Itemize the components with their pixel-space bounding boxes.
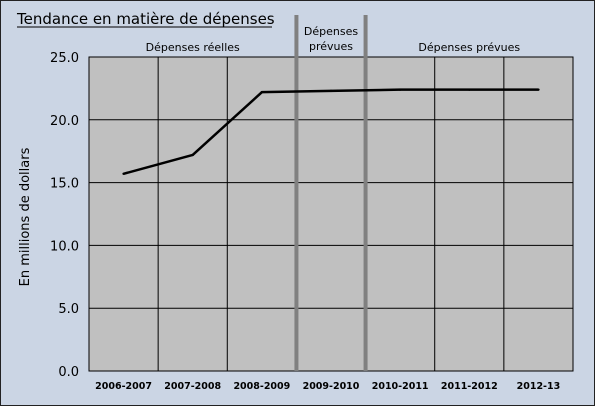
data-point bbox=[329, 89, 333, 93]
series-layer bbox=[122, 88, 540, 176]
section-label: Dépenses prévues bbox=[304, 25, 358, 53]
y-tick-label: 10.0 bbox=[50, 239, 79, 254]
y-tick-label: 20.0 bbox=[50, 114, 79, 129]
y-tick-label: 5.0 bbox=[58, 302, 79, 317]
x-tick-label: 2010-2011 bbox=[372, 381, 429, 392]
y-axis-ticks: 0.0 5.0 10.0 15.0 20.0 25.0 bbox=[50, 51, 79, 380]
data-point bbox=[537, 88, 540, 91]
section-labels: Dépenses réelles Dépenses prévues Dépenses … bbox=[146, 25, 521, 54]
data-point bbox=[398, 88, 402, 91]
section-label: Dépenses réelles bbox=[146, 41, 240, 54]
y-tick-label: 25.0 bbox=[50, 51, 79, 66]
plot-area bbox=[88, 56, 574, 372]
data-point bbox=[260, 90, 264, 94]
x-axis-ticks: 2006-2007 2007-2008 2008-2009 2009-2010 2010… bbox=[95, 381, 560, 392]
section-dividers bbox=[294, 15, 368, 371]
y-axis-label: En millions de dollars bbox=[18, 147, 33, 286]
x-tick-label: 2009-2010 bbox=[303, 381, 360, 392]
chart-title: Tendance en matière de dépenses bbox=[16, 10, 275, 28]
data-point bbox=[468, 88, 471, 91]
section-label: Dépenses prévues bbox=[418, 41, 520, 54]
data-point bbox=[191, 153, 194, 157]
x-tick-label: 2012-13 bbox=[517, 381, 561, 392]
x-tick-label: 2006-2007 bbox=[95, 381, 152, 392]
x-tick-label: 2007-2008 bbox=[164, 381, 221, 392]
x-tick-label: 2008-2009 bbox=[233, 381, 290, 392]
y-tick-label: 15.0 bbox=[50, 177, 79, 192]
data-point bbox=[122, 172, 125, 176]
y-tick-label: 0.0 bbox=[58, 365, 79, 380]
x-tick-label: 2011-2012 bbox=[441, 381, 498, 392]
